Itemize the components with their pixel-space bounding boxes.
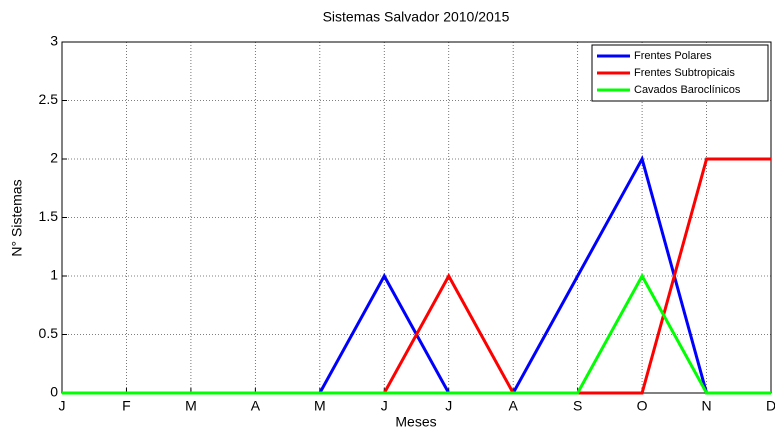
x-tick-label: A [509, 398, 519, 414]
x-tick-label: S [573, 398, 582, 414]
x-tick-label: M [185, 398, 197, 414]
y-tick-label: 1 [50, 267, 58, 283]
x-tick-label: A [251, 398, 261, 414]
y-tick-label: 2.5 [39, 91, 59, 107]
x-tick-label: F [122, 398, 131, 414]
y-tick-label: 0.5 [39, 325, 59, 341]
legend-label: Frentes Subtropicais [634, 67, 735, 79]
x-tick-label: J [381, 398, 388, 414]
legend-label: Frentes Polares [634, 50, 712, 62]
x-tick-label: J [445, 398, 452, 414]
series-line [62, 272, 771, 395]
x-tick-label: N [701, 398, 711, 414]
chart-title: Sistemas Salvador 2010/2015 [323, 9, 510, 25]
x-tick-label: M [314, 398, 326, 414]
x-axis-label: Meses [395, 414, 436, 430]
y-axis-label: N° Sistemas [9, 179, 25, 256]
y-tick-label: 1.5 [39, 208, 59, 224]
x-tick-label: J [59, 398, 66, 414]
y-tick-label: 2 [50, 150, 58, 166]
legend-label: Cavados Baroclínicos [634, 84, 741, 96]
y-tick-label: 0 [50, 384, 58, 400]
x-tick-label: D [766, 398, 775, 414]
x-tick-label: O [637, 398, 648, 414]
y-tick-label: 3 [50, 33, 58, 49]
